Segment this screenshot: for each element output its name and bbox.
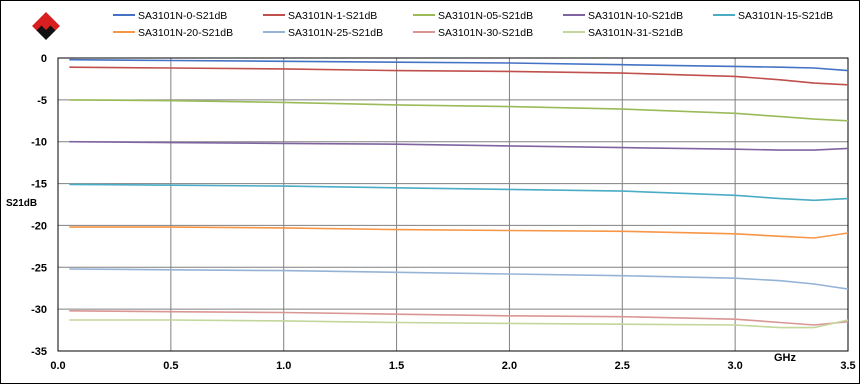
y-tick-label: -35 [31,346,47,358]
series-line-SA3101N-31-S21dB [69,319,849,329]
x-tick-label: 0.0 [50,360,65,372]
series-line-SA3101N-10-S21dB [69,140,849,151]
tick-labels: 0 -5 -10 -15 -20 -25 -30 -350.0 0.5 1.0 1.5 2.0 2.5 3… [31,53,856,372]
x-tick-label: 2.0 [502,360,517,372]
x-tick-label: 2.5 [615,360,630,372]
series-line-SA3101N-15-S21dB [69,183,849,202]
x-axis-label: GHz [774,352,797,364]
series-line-SA3101N-25-S21dB [69,268,849,290]
y-tick-label: -20 [31,220,47,232]
legend-entry-label: SA3101N-0-S21dB [138,10,227,22]
plot-area-border [57,57,849,352]
series-line-SA3101N-1-S21dB [69,66,849,86]
x-tick-label: 0.5 [163,360,178,372]
x-tick-label: 1.5 [389,360,404,372]
y-tick-label: 0 [41,53,47,65]
legend-entry-label: SA3101N-30-S21dB [438,27,533,39]
red-black-diamond-logo-icon [32,12,60,40]
legend-entry-label: SA3101N-10-S21dB [588,10,683,22]
y-tick-label: -30 [31,304,47,316]
legend-entry-label: SA3101N-1-S21dB [288,10,377,22]
series-line-SA3101N-20-S21dB [69,226,849,239]
y-axis-label: S21dB [6,198,37,209]
y-tick-label: -10 [31,137,47,149]
series-lines [69,58,849,329]
legend-entry-label: SA3101N-05-S21dB [438,10,533,22]
x-tick-label: 1.0 [276,360,291,372]
legend-entry-label: SA3101N-20-S21dB [138,27,233,39]
grid [57,57,849,352]
y-tick-label: -5 [37,95,47,107]
legend-entry-label: SA3101N-31-S21dB [588,27,683,39]
legend-entry-label: SA3101N-15-S21dB [738,10,833,22]
series-line-SA3101N-05-S21dB [69,99,849,122]
series-line-SA3101N-30-S21dB [69,310,849,326]
x-tick-label: 3.0 [727,360,742,372]
legend-entry-label: SA3101N-25-S21dB [288,27,383,39]
series-line-SA3101N-0-S21dB [69,58,849,72]
y-tick-label: -15 [31,179,47,191]
y-tick-label: -25 [31,262,47,274]
legend: SA3101N-0-S21dB SA3101N-1-S21dB SA3101N-05… [113,10,833,39]
x-tick-label: 3.5 [840,360,855,372]
